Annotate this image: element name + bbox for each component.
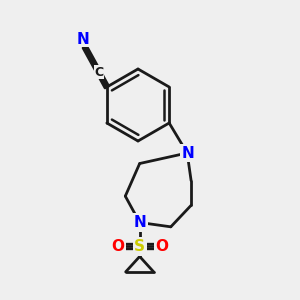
- Text: N: N: [76, 32, 89, 46]
- Text: S: S: [134, 239, 145, 254]
- Text: O: O: [111, 239, 124, 254]
- Text: O: O: [155, 239, 168, 254]
- Text: N: N: [133, 215, 146, 230]
- Text: N: N: [182, 146, 195, 160]
- Text: C: C: [94, 65, 104, 79]
